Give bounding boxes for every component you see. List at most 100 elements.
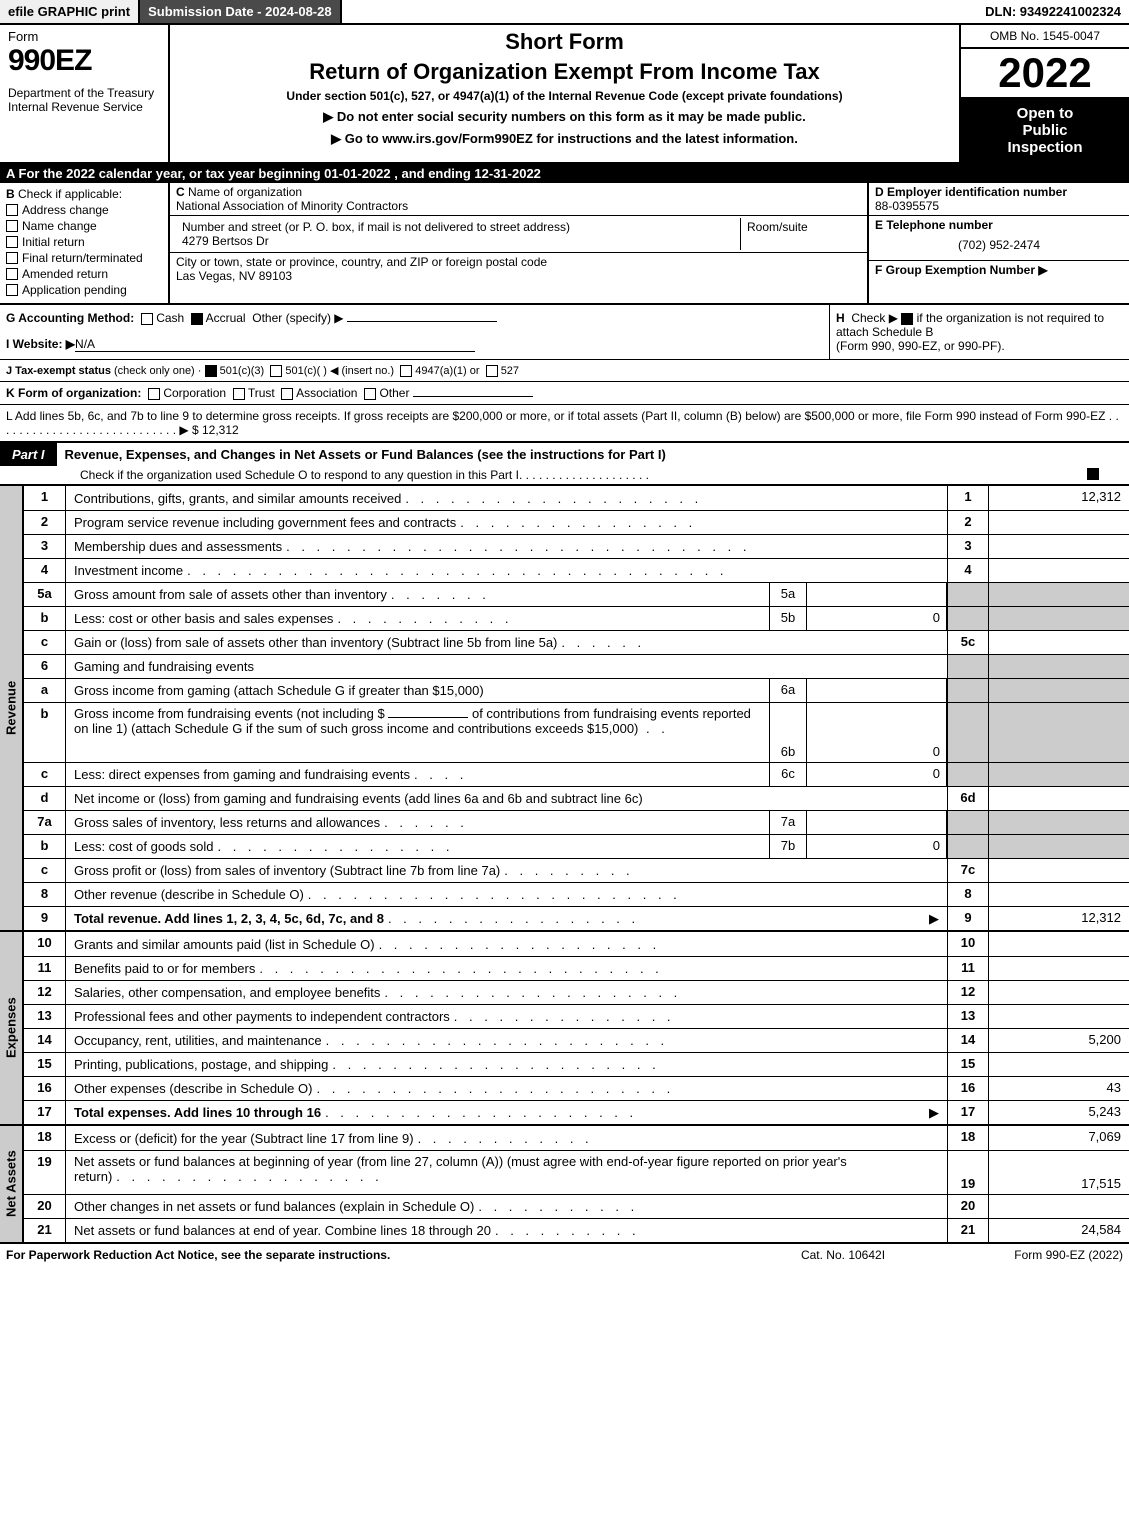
line-rval (989, 859, 1129, 882)
checkbox-schedule-b[interactable] (901, 313, 913, 325)
footer-notice: For Paperwork Reduction Act Notice, see … (6, 1248, 743, 1262)
line-desc: Gross sales of inventory, less returns a… (74, 815, 380, 830)
spacer (342, 0, 978, 23)
inspection-badge: Open to Public Inspection (961, 99, 1129, 162)
line-5a: 5a Gross amount from sale of assets othe… (24, 582, 1129, 606)
checkbox-name-change[interactable]: Name change (6, 219, 162, 233)
b-label: B (6, 187, 15, 201)
main-title: Return of Organization Exempt From Incom… (178, 59, 951, 85)
checkbox-501c3[interactable] (205, 365, 217, 377)
checkbox-corporation[interactable] (148, 388, 160, 400)
line-rnum: 19 (947, 1151, 989, 1194)
checkbox-4947[interactable] (400, 365, 412, 377)
part1-table-wrap: Revenue 1 Contributions, gifts, grants, … (0, 486, 1129, 1244)
efile-label: efile GRAPHIC print (0, 0, 140, 23)
header-left: Form 990EZ Department of the Treasury In… (0, 25, 170, 162)
line-rnum: 7c (947, 859, 989, 882)
checkbox-527[interactable] (486, 365, 498, 377)
line-desc: Other revenue (describe in Schedule O) (74, 887, 304, 902)
checkbox-amended[interactable]: Amended return (6, 267, 162, 281)
line-rnum: 18 (947, 1126, 989, 1150)
line-rnum: 10 (947, 932, 989, 956)
checkbox-schedule-o[interactable] (1087, 468, 1099, 480)
line-3: 3 Membership dues and assessments. . . .… (24, 534, 1129, 558)
shade (947, 607, 989, 630)
line-1: 1 Contributions, gifts, grants, and simi… (24, 486, 1129, 510)
line-rnum: 2 (947, 511, 989, 534)
line-num: b (24, 607, 66, 630)
other-specify-label: Other (specify) ▶ (252, 311, 343, 325)
line-num: 12 (24, 981, 66, 1004)
other-org-input[interactable] (413, 396, 533, 397)
line-6b: b Gross income from fundraising events (… (24, 702, 1129, 762)
section-j: J Tax-exempt status (check only one) · 5… (0, 360, 1129, 382)
line-desc: Salaries, other compensation, and employ… (74, 985, 380, 1000)
line-rnum: 11 (947, 957, 989, 980)
org-name-label: Name of organization (188, 185, 302, 199)
line-desc: Excess or (deficit) for the year (Subtra… (74, 1131, 414, 1146)
opt-501c3: 501(c)(3) (220, 365, 265, 377)
sub-val (807, 679, 947, 702)
line-desc: Other changes in net assets or fund bala… (74, 1199, 474, 1214)
line-21: 21 Net assets or fund balances at end of… (24, 1218, 1129, 1242)
page-footer: For Paperwork Reduction Act Notice, see … (0, 1244, 1129, 1266)
line-desc: Less: direct expenses from gaming and fu… (74, 767, 410, 782)
line-10: 10 Grants and similar amounts paid (list… (24, 932, 1129, 956)
checkbox-association[interactable] (281, 388, 293, 400)
line-12: 12 Salaries, other compensation, and emp… (24, 980, 1129, 1004)
checkbox-accrual[interactable] (191, 313, 203, 325)
shade (989, 763, 1129, 786)
line-num: 15 (24, 1053, 66, 1076)
line-num: 9 (24, 907, 66, 930)
sub-val (807, 583, 947, 606)
line-rnum: 12 (947, 981, 989, 1004)
h-label: H (836, 311, 845, 325)
department-label: Department of the Treasury Internal Reve… (8, 86, 160, 114)
line-num: 20 (24, 1195, 66, 1218)
opt-corporation: Corporation (163, 386, 226, 400)
line-4: 4 Investment income. . . . . . . . . . .… (24, 558, 1129, 582)
section-b: B Check if applicable: Address change Na… (0, 183, 170, 303)
line-rval (989, 932, 1129, 956)
sub-num: 6a (769, 679, 807, 702)
line-desc: Gaming and fundraising events (74, 659, 254, 674)
line-desc: Gross profit or (loss) from sales of inv… (74, 863, 500, 878)
checkbox-final-return[interactable]: Final return/terminated (6, 251, 162, 265)
other-specify-input[interactable] (347, 321, 497, 322)
line-rnum: 4 (947, 559, 989, 582)
line-num: 18 (24, 1126, 66, 1150)
line-6c: c Less: direct expenses from gaming and … (24, 762, 1129, 786)
sub-val: 0 (807, 703, 947, 762)
line-14: 14 Occupancy, rent, utilities, and maint… (24, 1028, 1129, 1052)
line-6a: a Gross income from gaming (attach Sched… (24, 678, 1129, 702)
line-num: 2 (24, 511, 66, 534)
cash-label: Cash (156, 311, 184, 325)
line-num: 4 (24, 559, 66, 582)
line-desc-1: Gross income from fundraising events (no… (74, 706, 385, 721)
line-num: 8 (24, 883, 66, 906)
line-desc: Membership dues and assessments (74, 539, 282, 554)
part1-check-row: Check if the organization used Schedule … (0, 466, 1129, 486)
line-7c: c Gross profit or (loss) from sales of i… (24, 858, 1129, 882)
line-desc: Grants and similar amounts paid (list in… (74, 937, 375, 952)
checkbox-cash[interactable] (141, 313, 153, 325)
fundraising-amount-input[interactable] (388, 717, 468, 718)
checkbox-other-org[interactable] (364, 388, 376, 400)
line-rval (989, 511, 1129, 534)
shade (947, 703, 989, 762)
shade (947, 835, 989, 858)
line-desc: Other expenses (describe in Schedule O) (74, 1081, 312, 1096)
line-num: 14 (24, 1029, 66, 1052)
checkbox-app-pending[interactable]: Application pending (6, 283, 162, 297)
line-rnum: 20 (947, 1195, 989, 1218)
section-k: K Form of organization: Corporation Trus… (0, 382, 1129, 405)
sub-num: 5b (769, 607, 807, 630)
checkbox-initial-return[interactable]: Initial return (6, 235, 162, 249)
line-rval (989, 1053, 1129, 1076)
line-a: A For the 2022 calendar year, or tax yea… (0, 164, 1129, 183)
checkbox-address-change[interactable]: Address change (6, 203, 162, 217)
checkbox-trust[interactable] (233, 388, 245, 400)
footer-form-ref: Form 990-EZ (2022) (943, 1248, 1123, 1262)
line-desc: Program service revenue including govern… (74, 515, 456, 530)
checkbox-501c[interactable] (270, 365, 282, 377)
